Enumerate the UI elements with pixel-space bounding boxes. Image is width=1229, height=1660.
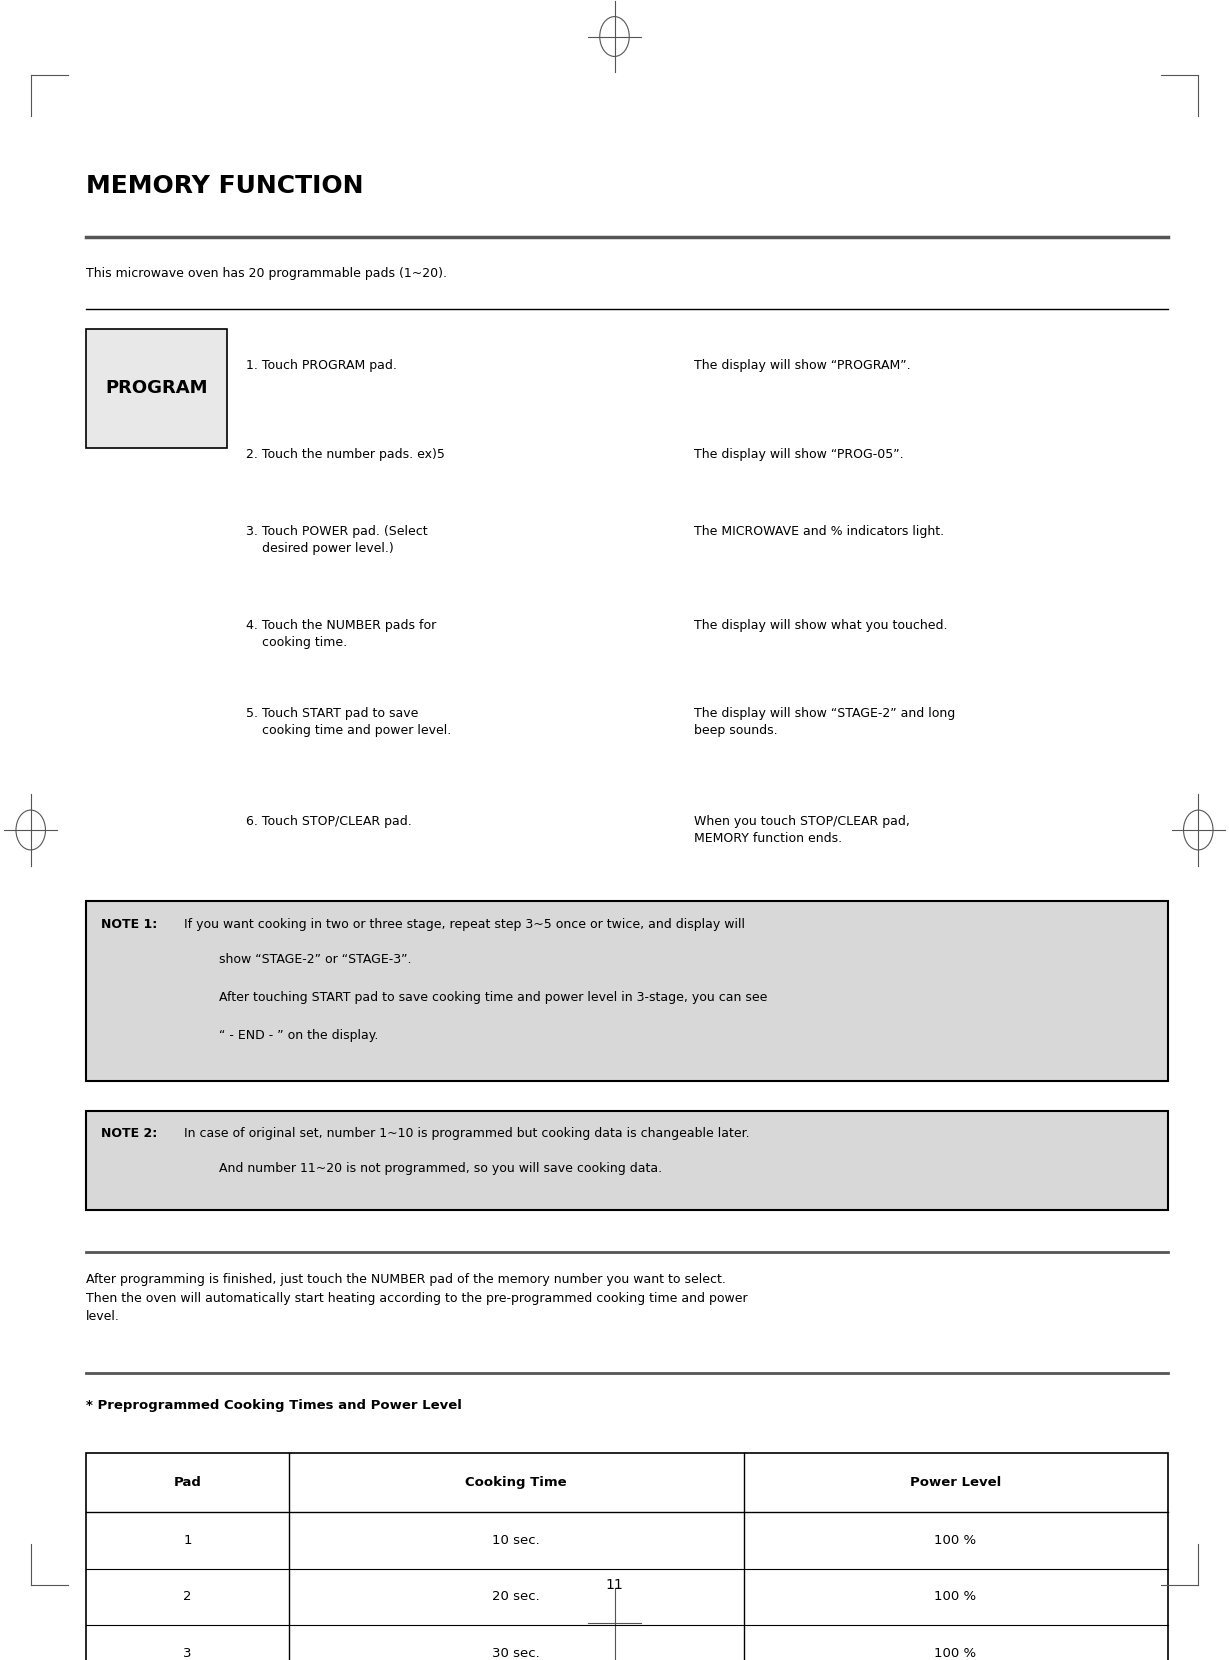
Text: This microwave oven has 20 programmable pads (1~20).: This microwave oven has 20 programmable … bbox=[86, 267, 447, 281]
Text: 1. Touch PROGRAM pad.: 1. Touch PROGRAM pad. bbox=[246, 359, 397, 372]
Text: 5. Touch START pad to save
    cooking time and power level.: 5. Touch START pad to save cooking time … bbox=[246, 707, 451, 737]
Text: Power Level: Power Level bbox=[909, 1476, 1002, 1489]
Text: In case of original set, number 1~10 is programmed but cooking data is changeabl: In case of original set, number 1~10 is … bbox=[184, 1127, 750, 1140]
Text: 11: 11 bbox=[606, 1579, 623, 1592]
FancyBboxPatch shape bbox=[86, 1111, 1168, 1210]
Text: 100 %: 100 % bbox=[934, 1647, 977, 1660]
Text: MEMORY FUNCTION: MEMORY FUNCTION bbox=[86, 174, 364, 198]
Text: 1: 1 bbox=[183, 1534, 192, 1547]
Text: 6. Touch STOP/CLEAR pad.: 6. Touch STOP/CLEAR pad. bbox=[246, 815, 412, 828]
Text: 100 %: 100 % bbox=[934, 1590, 977, 1604]
Text: The display will show “PROG-05”.: The display will show “PROG-05”. bbox=[694, 448, 905, 461]
Text: NOTE 2:: NOTE 2: bbox=[101, 1127, 157, 1140]
FancyBboxPatch shape bbox=[86, 1452, 1168, 1660]
Text: 2. Touch the number pads. ex)5: 2. Touch the number pads. ex)5 bbox=[246, 448, 445, 461]
Text: The MICROWAVE and % indicators light.: The MICROWAVE and % indicators light. bbox=[694, 525, 945, 538]
Text: If you want cooking in two or three stage, repeat step 3~5 once or twice, and di: If you want cooking in two or three stag… bbox=[184, 918, 745, 931]
Text: After touching START pad to save cooking time and power level in 3-stage, you ca: After touching START pad to save cooking… bbox=[219, 991, 767, 1004]
FancyBboxPatch shape bbox=[86, 329, 227, 448]
Text: 3: 3 bbox=[183, 1647, 192, 1660]
Text: The display will show what you touched.: The display will show what you touched. bbox=[694, 619, 948, 632]
Text: NOTE 1:: NOTE 1: bbox=[101, 918, 157, 931]
Text: After programming is finished, just touch the NUMBER pad of the memory number yo: After programming is finished, just touc… bbox=[86, 1273, 747, 1323]
Text: 3. Touch POWER pad. (Select
    desired power level.): 3. Touch POWER pad. (Select desired powe… bbox=[246, 525, 428, 554]
Text: Pad: Pad bbox=[173, 1476, 202, 1489]
Text: 30 sec.: 30 sec. bbox=[493, 1647, 540, 1660]
Text: PROGRAM: PROGRAM bbox=[106, 380, 208, 397]
Text: 10 sec.: 10 sec. bbox=[493, 1534, 540, 1547]
Text: show “STAGE-2” or “STAGE-3”.: show “STAGE-2” or “STAGE-3”. bbox=[219, 953, 412, 966]
Text: The display will show “PROGRAM”.: The display will show “PROGRAM”. bbox=[694, 359, 911, 372]
Text: When you touch STOP/CLEAR pad,
MEMORY function ends.: When you touch STOP/CLEAR pad, MEMORY fu… bbox=[694, 815, 911, 845]
Text: And number 11~20 is not programmed, so you will save cooking data.: And number 11~20 is not programmed, so y… bbox=[219, 1162, 662, 1175]
Text: 100 %: 100 % bbox=[934, 1534, 977, 1547]
Text: 20 sec.: 20 sec. bbox=[493, 1590, 540, 1604]
Text: * Preprogrammed Cooking Times and Power Level: * Preprogrammed Cooking Times and Power … bbox=[86, 1399, 462, 1413]
Text: The display will show “STAGE-2” and long
beep sounds.: The display will show “STAGE-2” and long… bbox=[694, 707, 956, 737]
Text: 4. Touch the NUMBER pads for
    cooking time.: 4. Touch the NUMBER pads for cooking tim… bbox=[246, 619, 436, 649]
Text: “ - END - ” on the display.: “ - END - ” on the display. bbox=[219, 1029, 379, 1042]
Text: Cooking Time: Cooking Time bbox=[466, 1476, 567, 1489]
Text: 2: 2 bbox=[183, 1590, 192, 1604]
FancyBboxPatch shape bbox=[86, 901, 1168, 1081]
